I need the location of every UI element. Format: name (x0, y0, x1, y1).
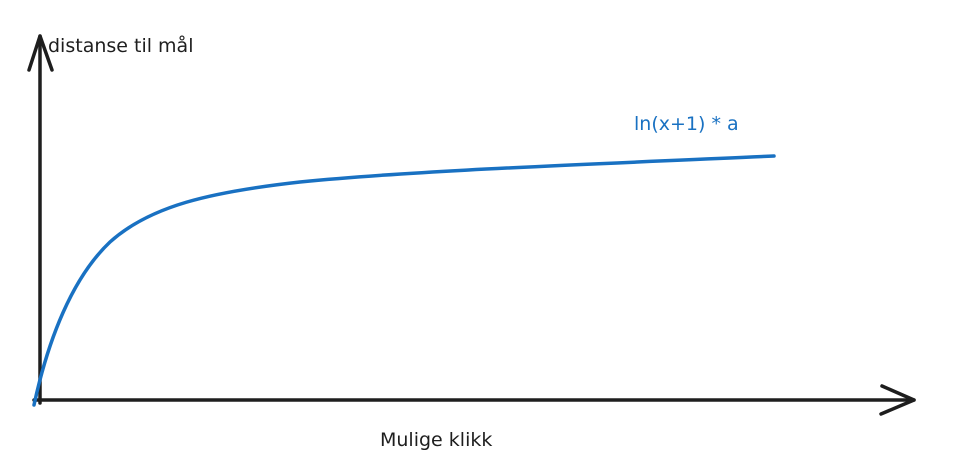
curve-label: ln(x+1) * a (634, 113, 739, 135)
x-axis-arrowhead (879, 384, 916, 416)
y-axis-label: distanse til mål (48, 34, 193, 57)
y-axis-arrowhead (27, 34, 54, 72)
x-axis-label: Mulige klikk (380, 429, 492, 451)
log-curve (32, 154, 776, 407)
